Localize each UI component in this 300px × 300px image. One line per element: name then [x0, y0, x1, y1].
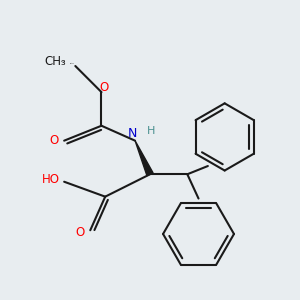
Polygon shape: [135, 141, 153, 176]
Text: O: O: [49, 134, 58, 147]
Text: methyl: methyl: [60, 61, 65, 62]
Text: HO: HO: [42, 173, 60, 186]
Text: CH₃: CH₃: [44, 55, 66, 68]
Text: O: O: [75, 226, 85, 238]
Text: methyl: methyl: [70, 63, 75, 64]
Text: N: N: [128, 128, 137, 140]
Text: H: H: [147, 126, 155, 136]
Text: O: O: [100, 81, 109, 94]
